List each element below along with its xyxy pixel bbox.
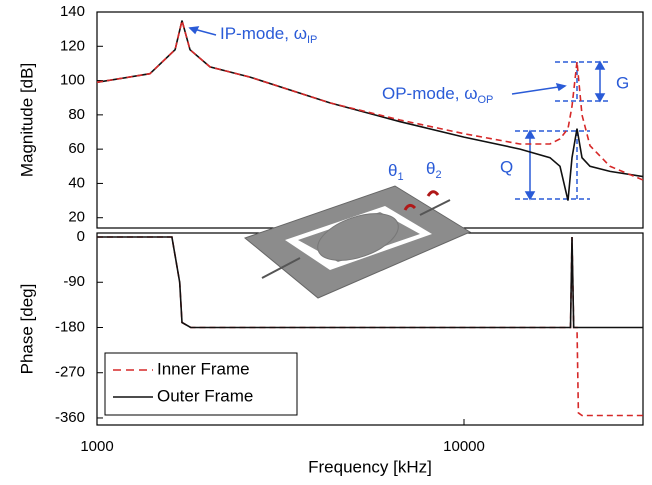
y-tick-label: 80 (68, 106, 85, 123)
device-inset (243, 185, 472, 299)
y-axis-label: Magnitude [dB] (17, 63, 36, 177)
y-tick-label: 140 (60, 3, 85, 20)
series-line (96, 20, 644, 181)
legend-box (104, 352, 298, 416)
annotation: θ1 (388, 161, 404, 182)
y-tick-label: -90 (63, 273, 85, 290)
x-axis-label: Frequency [kHz] (308, 457, 432, 476)
annotation: θ2 (426, 159, 442, 180)
series-line (97, 236, 643, 329)
y-tick-label: -360 (55, 409, 85, 426)
y-tick-label: -270 (55, 364, 85, 381)
y-tick-label: 60 (68, 140, 85, 157)
y-tick-label: 20 (68, 209, 85, 226)
x-tick-label: 1000 (80, 438, 113, 455)
y-tick-label: -180 (55, 318, 85, 335)
annotation: IP-mode, ωIP (220, 24, 317, 45)
y-tick-label: 0 (77, 228, 85, 245)
legend-label: Inner Frame (157, 359, 250, 378)
annotation-arrows (188, 26, 610, 201)
annotation: G (616, 73, 629, 92)
annotation: Q (500, 157, 513, 176)
y-tick-label: 40 (68, 174, 85, 191)
y-tick-label: 100 (60, 72, 85, 89)
annotation: OP-mode, ωOP (382, 84, 493, 105)
x-tick-label: 10000 (443, 438, 485, 455)
y-tick-label: 120 (60, 37, 85, 54)
y-axis-label: Phase [deg] (17, 284, 36, 375)
legend-label: Outer Frame (157, 386, 253, 405)
